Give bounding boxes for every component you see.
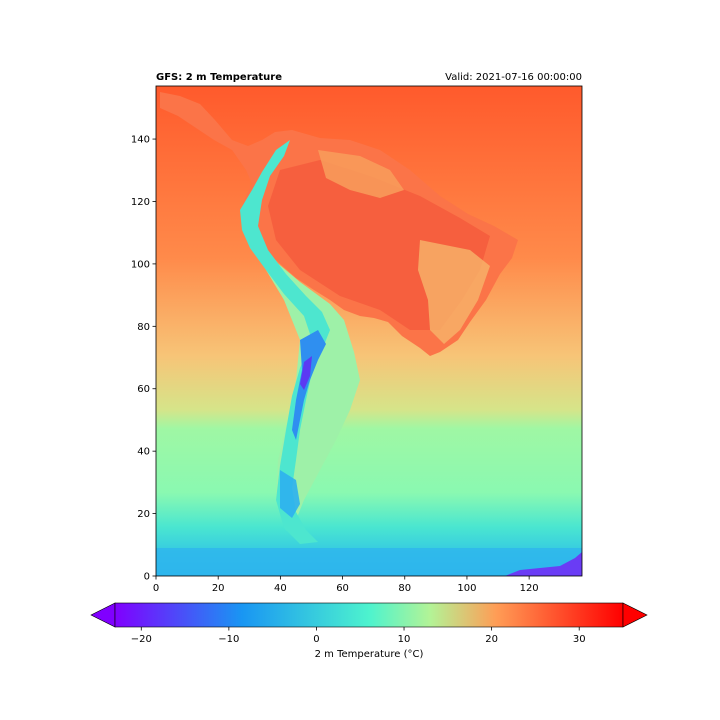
x-tick-label: 120 [520,583,539,594]
y-tick-label: 80 [137,322,150,333]
y-tick-label: 40 [137,447,150,458]
colorbar-extend-high [622,602,648,628]
y-tick-label: 120 [131,197,150,208]
highland-plateau [318,150,404,198]
y-axis-ticks: 0 20 40 60 80 100 120 140 [131,135,156,583]
colorbar-extend-low [90,602,116,628]
andes-ridge [240,140,330,544]
x-tick-label: 100 [457,583,476,594]
colorbar-tick-label: 20 [485,634,498,645]
chart-title-left: GFS: 2 m Temperature [156,72,282,83]
y-tick-label: 140 [131,135,150,146]
colorbar-tick-label: 0 [313,634,319,645]
x-tick-label: 80 [398,583,411,594]
antarctic-cold-patch [505,552,582,576]
x-tick-label: 20 [212,583,225,594]
andes-minimum [300,356,312,390]
colorbar: −20 −10 0 10 20 30 2 m Temperature (°C) [90,602,648,660]
colorbar-ticks: −20 −10 0 10 20 30 [131,627,586,645]
andes-cold-core [292,330,326,440]
x-tick-label: 0 [153,583,159,594]
colorbar-tick-label: 30 [573,634,586,645]
y-tick-label: 100 [131,259,150,270]
chart-title-right: Valid: 2021-07-16 00:00:00 [445,72,582,83]
colorbar-tick-label: −10 [218,634,239,645]
y-tick-label: 0 [144,572,150,583]
heatmap-field [156,86,582,576]
plot-frame [155,85,583,577]
eastern-plateau [418,240,490,344]
x-tick-label: 60 [336,583,349,594]
colorbar-tick-label: 10 [398,634,411,645]
y-tick-label: 20 [137,509,150,520]
colorbar-label: 2 m Temperature (°C) [315,649,424,660]
x-axis-ticks: 0 20 40 60 80 100 120 [153,576,539,594]
patagonia-cold [280,470,300,518]
y-tick-label: 60 [137,384,150,395]
colorbar-body [114,602,624,628]
colorbar-tick-label: −20 [131,634,152,645]
southern-cold-strip [156,548,582,576]
x-tick-label: 40 [274,583,287,594]
